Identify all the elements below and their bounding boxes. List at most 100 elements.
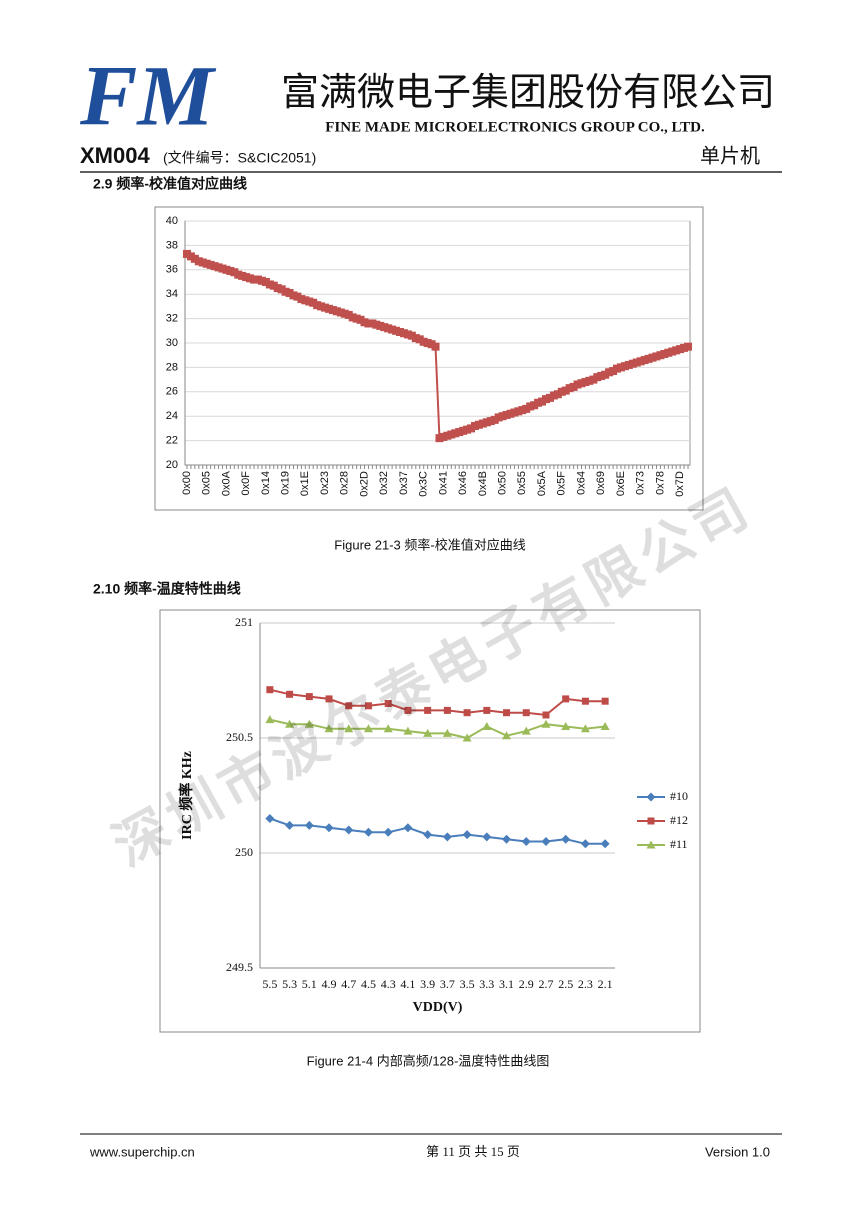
x-tick-label: 4.5 xyxy=(361,977,376,991)
x-tick-label: 0x2D xyxy=(358,471,370,497)
x-tick-label: 0x64 xyxy=(575,471,587,495)
x-tick-label: 0x55 xyxy=(516,471,528,495)
x-tick-label: 2.1 xyxy=(598,977,613,991)
x-tick-label: 0x05 xyxy=(201,471,213,495)
data-point xyxy=(304,719,314,728)
footer-site: www.superchip.cn xyxy=(89,1144,195,1159)
x-tick-label: 0x28 xyxy=(339,471,351,495)
section-heading: 2.10 频率-温度特性曲线 xyxy=(93,581,241,597)
legend-label: #11 xyxy=(670,837,688,851)
data-point xyxy=(463,709,471,717)
x-tick-label: 0x32 xyxy=(378,471,390,495)
data-point xyxy=(403,823,413,833)
x-tick-label: 0x69 xyxy=(595,471,607,495)
x-tick-label: 0x23 xyxy=(319,471,331,495)
x-tick-label: 5.5 xyxy=(262,977,277,991)
y-tick-label: 36 xyxy=(166,264,178,276)
company-en: FINE MADE MICROELECTRONICS GROUP CO., LT… xyxy=(325,119,705,135)
data-point xyxy=(442,728,452,737)
x-tick-label: 0x5A xyxy=(536,470,548,496)
data-point xyxy=(344,825,354,835)
x-tick-label: 4.3 xyxy=(381,977,396,991)
footer-page: 第 11 页 共 15 页 xyxy=(426,1144,520,1159)
y-tick-label: 249.5 xyxy=(226,960,253,974)
y-tick-label: 22 xyxy=(166,435,178,447)
data-point xyxy=(364,702,372,710)
x-tick-label: 0x0A xyxy=(220,470,232,496)
figure-caption: Figure 21-4 内部高频/128-温度特性曲线图 xyxy=(307,1053,550,1068)
x-tick-label: 3.1 xyxy=(499,977,514,991)
data-point xyxy=(325,695,333,703)
x-tick-label: 0x1E xyxy=(299,471,311,496)
x-tick-label: 0x3C xyxy=(418,471,430,497)
x-tick-label: 5.1 xyxy=(302,977,317,991)
doc-number: (文件编号：S&CIC2051) xyxy=(163,150,316,166)
data-point xyxy=(324,823,334,833)
data-point xyxy=(562,695,570,703)
data-point xyxy=(383,724,393,733)
data-point xyxy=(424,706,432,714)
x-axis-label: VDD(V) xyxy=(413,1000,463,1015)
x-tick-label: 0x00 xyxy=(181,471,193,495)
data-point xyxy=(521,726,531,735)
y-tick-label: 20 xyxy=(166,459,178,471)
data-point xyxy=(580,839,590,849)
data-point xyxy=(404,706,412,714)
data-point xyxy=(431,342,440,351)
x-tick-label: 2.9 xyxy=(519,977,534,991)
data-point xyxy=(482,832,492,842)
x-tick-label: 3.3 xyxy=(479,977,494,991)
chart-frame xyxy=(154,206,704,511)
x-tick-label: 0x5F xyxy=(556,471,568,496)
section-heading: 2.9 频率-校准值对应曲线 xyxy=(93,176,247,192)
data-point xyxy=(286,690,294,698)
x-tick-label: 3.5 xyxy=(460,977,475,991)
figure-caption: Figure 21-3 频率-校准值对应曲线 xyxy=(334,537,525,552)
y-tick-label: 26 xyxy=(166,386,178,398)
legend-swatch xyxy=(646,840,656,849)
data-point xyxy=(345,702,353,710)
legend-swatch xyxy=(647,817,655,825)
y-tick-label: 38 xyxy=(166,239,178,251)
x-tick-label: 2.5 xyxy=(558,977,573,991)
x-tick-label: 5.3 xyxy=(282,977,297,991)
y-axis-label: IRC 频率 KHz xyxy=(178,751,195,840)
data-point xyxy=(561,722,571,730)
data-point xyxy=(383,827,393,837)
logo: FM xyxy=(79,48,216,144)
data-point xyxy=(403,726,413,735)
x-tick-label: 0x46 xyxy=(457,471,469,495)
chart-frame xyxy=(159,609,701,1033)
data-point xyxy=(541,837,551,846)
x-tick-label: 0x0F xyxy=(240,471,252,496)
data-point xyxy=(502,731,512,740)
y-tick-label: 30 xyxy=(166,337,178,349)
y-tick-label: 28 xyxy=(166,361,178,373)
data-point xyxy=(483,706,491,714)
data-point xyxy=(265,715,275,724)
watermark: 深圳市波尔泰电子有限公司 xyxy=(104,476,763,878)
x-tick-label: 3.9 xyxy=(420,977,435,991)
y-tick-label: 251 xyxy=(235,615,253,629)
x-tick-label: 0x6E xyxy=(615,471,627,496)
data-point xyxy=(344,724,354,733)
data-point xyxy=(601,697,609,705)
data-point xyxy=(423,728,433,737)
data-point xyxy=(541,719,551,728)
x-tick-label: 2.3 xyxy=(578,977,593,991)
y-tick-label: 32 xyxy=(166,313,178,325)
x-tick-label: 0x73 xyxy=(635,471,647,495)
data-point xyxy=(265,814,275,823)
data-point xyxy=(305,693,313,701)
data-point xyxy=(522,709,530,717)
data-point xyxy=(684,342,693,351)
footer-version: Version 1.0 xyxy=(705,1144,770,1159)
y-tick-label: 24 xyxy=(166,410,178,422)
data-point xyxy=(542,711,550,719)
x-tick-label: 0x7D xyxy=(674,471,686,497)
x-tick-label: 0x14 xyxy=(260,471,272,495)
x-tick-label: 4.9 xyxy=(322,977,337,991)
x-tick-label: 0x19 xyxy=(280,471,292,495)
data-point xyxy=(443,706,451,714)
